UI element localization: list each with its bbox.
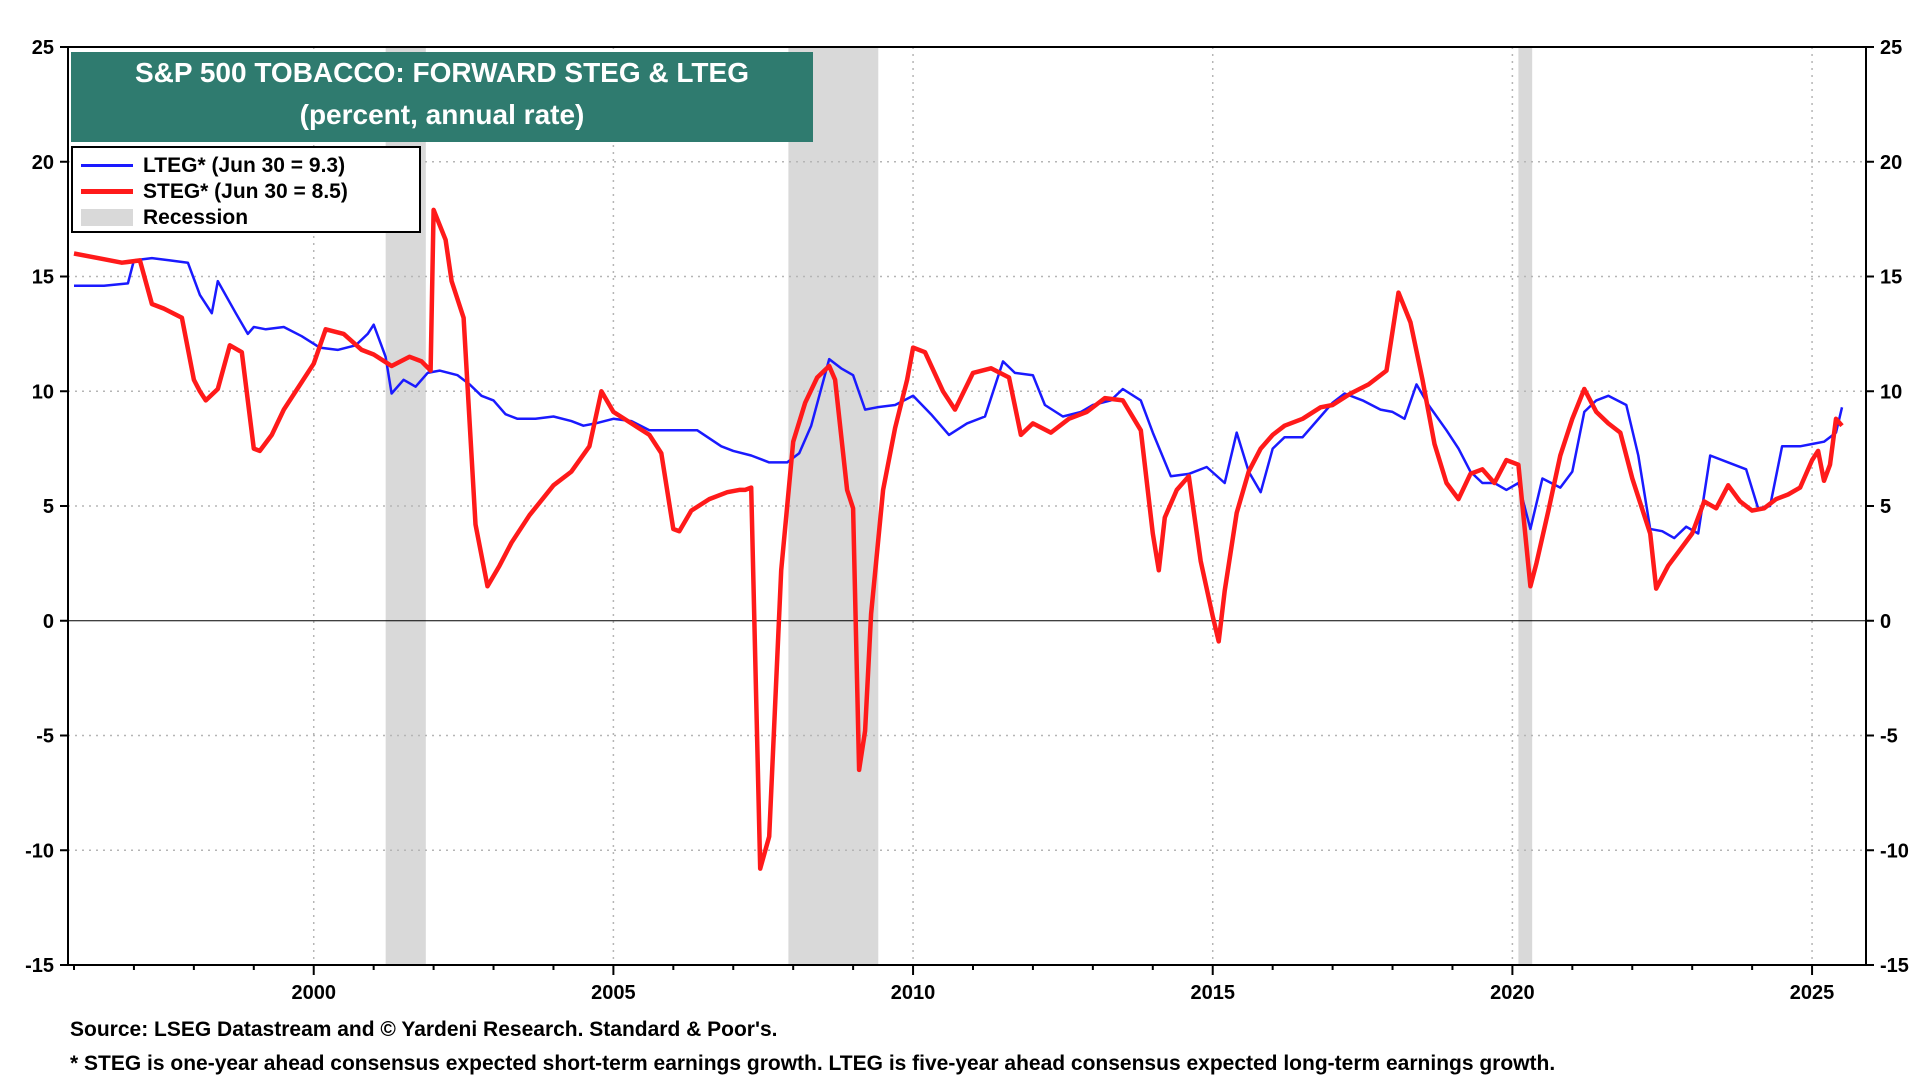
xtick-label-2000: 2000 bbox=[291, 982, 336, 1004]
ytick-label-right-25: 25 bbox=[1880, 37, 1902, 59]
legend-swatch-steg bbox=[81, 189, 133, 194]
ytick-label-left-5: 5 bbox=[43, 496, 54, 518]
ytick-label-left-15: 15 bbox=[32, 267, 54, 289]
xtick-label-2025: 2025 bbox=[1790, 982, 1835, 1004]
ytick-label-left--5: -5 bbox=[36, 726, 54, 748]
recession-band-1 bbox=[788, 47, 879, 965]
ytick-label-left-0: 0 bbox=[43, 611, 54, 633]
chart-title: S&P 500 TOBACCO: FORWARD STEG & LTEG bbox=[134, 57, 749, 88]
ytick-label-right-0: 0 bbox=[1880, 611, 1891, 633]
xtick-label-2020: 2020 bbox=[1490, 982, 1535, 1004]
footer-note: * STEG is one-year ahead consensus expec… bbox=[70, 1052, 1556, 1075]
xtick-label-2005: 2005 bbox=[591, 982, 636, 1004]
legend-swatch-lteg bbox=[81, 164, 133, 167]
series-lines bbox=[73, 207, 1844, 871]
ytick-label-left-25: 25 bbox=[32, 37, 54, 59]
legend-item-steg: STEG* (Jun 30 = 8.5) bbox=[81, 178, 348, 205]
ytick-label-right--15: -15 bbox=[1880, 955, 1909, 977]
x-axis-ticks: 2000 2005 2010 2015 2020 2025 bbox=[72, 965, 1835, 1004]
grid-lines bbox=[68, 47, 1866, 965]
legend-swatch-recession bbox=[81, 209, 133, 226]
ytick-label-right--10: -10 bbox=[1880, 840, 1909, 862]
y-axis-right-ticks: 25 20 15 10 5 0 -5 -10 -15 bbox=[1866, 37, 1909, 977]
ytick-label-right-5: 5 bbox=[1880, 496, 1891, 518]
footer-source: Source: LSEG Datastream and © Yardeni Re… bbox=[70, 1018, 778, 1041]
legend-item-recession: Recession bbox=[81, 204, 248, 231]
ytick-label-left--10: -10 bbox=[25, 840, 54, 862]
xtick-label-2010: 2010 bbox=[891, 982, 936, 1004]
legend-label-steg: STEG* (Jun 30 = 8.5) bbox=[143, 179, 348, 203]
legend-item-lteg: LTEG* (Jun 30 = 9.3) bbox=[81, 152, 345, 179]
legend: LTEG* (Jun 30 = 9.3) STEG* (Jun 30 = 8.5… bbox=[71, 146, 421, 233]
ytick-label-left-10: 10 bbox=[32, 381, 54, 403]
chart-title-box: S&P 500 TOBACCO: FORWARD STEG & LTEG (pe… bbox=[71, 52, 813, 142]
series-line-lteg bbox=[74, 256, 1844, 540]
ytick-label-right--5: -5 bbox=[1880, 726, 1898, 748]
chart-subtitle: (percent, annual rate) bbox=[299, 99, 585, 130]
xtick-label-2015: 2015 bbox=[1190, 982, 1235, 1004]
legend-label-lteg: LTEG* (Jun 30 = 9.3) bbox=[143, 153, 346, 177]
ytick-label-right-15: 15 bbox=[1880, 267, 1902, 289]
y-axis-left-ticks: 25 20 15 10 5 0 -5 -10 -15 bbox=[25, 37, 68, 977]
ytick-label-right-20: 20 bbox=[1880, 152, 1902, 174]
series-line-steg bbox=[73, 207, 1844, 871]
ytick-label-left-20: 20 bbox=[32, 152, 54, 174]
ytick-label-right-10: 10 bbox=[1880, 381, 1902, 403]
legend-label-recession: Recession bbox=[143, 205, 249, 229]
ytick-label-left--15: -15 bbox=[25, 955, 54, 977]
